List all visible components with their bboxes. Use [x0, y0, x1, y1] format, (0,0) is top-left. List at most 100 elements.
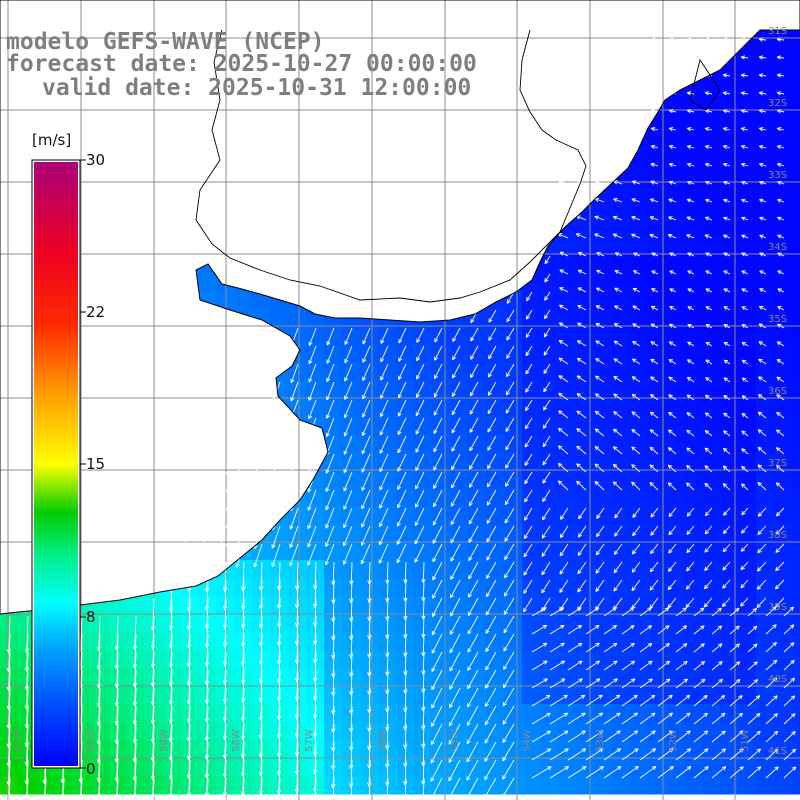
speed-cell [720, 218, 739, 237]
speed-cell [126, 596, 145, 615]
speed-cell [756, 146, 775, 165]
speed-cell [702, 470, 721, 489]
speed-cell [558, 434, 577, 453]
speed-cell [666, 236, 685, 255]
speed-cell [702, 380, 721, 399]
speed-cell [630, 308, 649, 327]
speed-cell [558, 344, 577, 363]
speed-cell [540, 272, 559, 291]
speed-cell [666, 398, 685, 417]
speed-cell [792, 740, 800, 759]
speed-cell [774, 74, 793, 93]
speed-cell [558, 380, 577, 399]
wind-arrow-head [759, 162, 764, 165]
speed-cell [504, 308, 523, 327]
speed-cell [288, 308, 307, 327]
speed-cell [558, 254, 577, 273]
speed-cell [792, 290, 800, 309]
speed-cell [666, 254, 685, 273]
speed-cell [720, 74, 739, 93]
speed-cell [792, 74, 800, 93]
speed-cell [540, 668, 559, 687]
speed-cell [648, 182, 667, 201]
speed-cell [324, 362, 343, 381]
speed-cell [558, 614, 577, 633]
speed-cell [648, 218, 667, 237]
speed-cell [720, 272, 739, 291]
speed-cell [774, 272, 793, 291]
speed-cell [216, 290, 235, 309]
speed-cell [738, 272, 757, 291]
speed-cell [684, 380, 703, 399]
speed-cell [756, 686, 775, 705]
speed-cell [630, 200, 649, 219]
speed-cell [720, 110, 739, 129]
speed-cell [720, 416, 739, 435]
speed-cell [270, 542, 289, 561]
speed-cell [594, 254, 613, 273]
speed-cell [720, 290, 739, 309]
speed-cell [612, 488, 631, 507]
speed-cell [540, 632, 559, 651]
speed-cell [666, 164, 685, 183]
speed-cell [792, 110, 800, 129]
speed-cell [702, 182, 721, 201]
speed-cell [648, 254, 667, 273]
speed-cell [540, 398, 559, 417]
speed-cell [522, 344, 541, 363]
speed-cell [450, 380, 469, 399]
speed-cell [756, 56, 775, 75]
speed-cell [540, 344, 559, 363]
wind-arrow-head [687, 162, 692, 165]
speed-cell [720, 146, 739, 165]
wind-arrow-head [705, 162, 710, 165]
speed-cell [558, 488, 577, 507]
speed-cell [684, 362, 703, 381]
speed-cell [576, 398, 595, 417]
speed-cell [774, 164, 793, 183]
speed-cell [702, 74, 721, 93]
speed-cell [774, 254, 793, 273]
speed-cell [792, 272, 800, 291]
speed-cell [774, 290, 793, 309]
wind-arrow-head [236, 490, 238, 495]
wind-arrow-head [235, 508, 238, 513]
speed-cell [522, 776, 541, 795]
speed-cell [666, 470, 685, 489]
speed-cell [792, 524, 800, 543]
speed-cell [738, 254, 757, 273]
speed-cell [594, 488, 613, 507]
speed-cell [756, 128, 775, 147]
speed-cell [666, 488, 685, 507]
speed-cell [576, 488, 595, 507]
speed-cell [756, 380, 775, 399]
speed-cell [702, 218, 721, 237]
speed-cell [594, 452, 613, 471]
speed-cell [792, 506, 800, 525]
wind-arrow-head [629, 607, 634, 609]
speed-cell [630, 488, 649, 507]
speed-cell [306, 398, 325, 417]
speed-cell [684, 452, 703, 471]
speed-cell [702, 398, 721, 417]
speed-cell [324, 326, 343, 345]
speed-cell [738, 56, 757, 75]
speed-cell [792, 146, 800, 165]
speed-cell [306, 362, 325, 381]
speed-cell [702, 92, 721, 111]
wind-arrow-head [777, 162, 782, 165]
speed-cell [702, 434, 721, 453]
speed-cell [522, 632, 541, 651]
speed-cell [450, 416, 469, 435]
speed-cell [720, 308, 739, 327]
speed-cell [306, 344, 325, 363]
speed-cell [558, 632, 577, 651]
wind-arrow-head [254, 416, 256, 421]
speed-cell [756, 38, 775, 57]
speed-cell [612, 362, 631, 381]
speed-cell [702, 308, 721, 327]
speed-cell [684, 272, 703, 291]
speed-cell [738, 686, 757, 705]
speed-cell [720, 326, 739, 345]
speed-cell [738, 182, 757, 201]
